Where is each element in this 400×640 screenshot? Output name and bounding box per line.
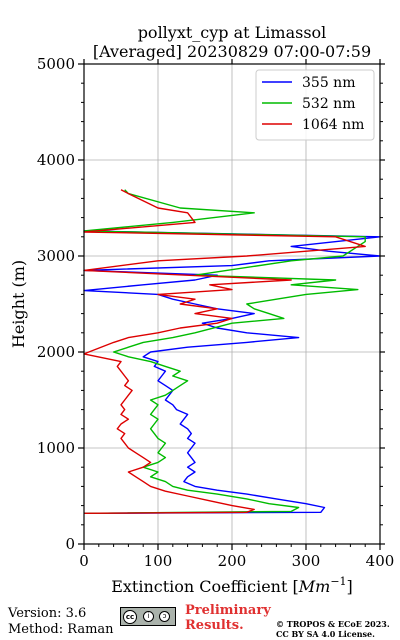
copyright-line2: CC BY SA 4.0 License. (276, 629, 375, 639)
legend-label: 1064 nm (302, 117, 364, 133)
x-tick-label: 300 (292, 552, 321, 570)
x-axis-label-text: Extinction Coefficient [ (111, 577, 299, 596)
y-tick-label: 0 (65, 535, 75, 553)
copyright-line1: © TROPOS & ECoE 2023. (276, 619, 390, 629)
x-tick-label: 200 (218, 552, 247, 570)
version-label: Version: 3.6 (8, 606, 87, 621)
y-tick-label: 3000 (37, 247, 75, 265)
copyright-note: © TROPOS & ECoE 2023. CC BY SA 4.0 Licen… (276, 619, 390, 639)
x-axis-label-unit: Mm (298, 577, 331, 596)
series-line-2 (83, 189, 366, 514)
series-lines (83, 189, 381, 514)
chart-title-line2: [Averaged] 20230829 07:00-07:59 (93, 42, 371, 61)
method-label: Method: Raman (8, 622, 114, 637)
legend-label: 532 nm (302, 96, 355, 112)
cc-license-badge: cc i ↄ (120, 607, 176, 626)
x-axis-label: Extinction Coefficient [Mm−1] (111, 575, 353, 596)
preliminary-line2: Results. (185, 618, 244, 633)
series-line-3 (83, 189, 366, 514)
x-tick-label: 0 (79, 552, 89, 570)
extinction-profile-chart: pollyxt_cyp at Limassol [Averaged] 20230… (9, 23, 395, 596)
series-line-1 (83, 230, 381, 514)
y-axis-label: Height (m) (9, 260, 28, 348)
y-tick-label: 4000 (37, 151, 75, 169)
preliminary-results-note: Preliminary Results. (185, 603, 271, 633)
legend: 355 nm 532 nm 1064 nm (255, 69, 375, 141)
x-tick-label: 400 (366, 552, 395, 570)
legend-label: 355 nm (302, 75, 355, 91)
y-tick-label: 1000 (37, 439, 75, 457)
y-tick-label: 5000 (37, 55, 75, 73)
chart-title-line1: pollyxt_cyp at Limassol (138, 23, 327, 42)
by-icon: i (143, 611, 154, 622)
cc-icon: cc (123, 610, 137, 624)
x-axis-label-close: ] (347, 577, 353, 596)
x-axis-label-exponent: −1 (330, 575, 346, 588)
sa-icon: ↄ (159, 611, 170, 622)
legend-box (255, 69, 375, 141)
y-tick-label: 2000 (37, 343, 75, 361)
x-tick-label: 100 (144, 552, 173, 570)
preliminary-line1: Preliminary (185, 603, 271, 618)
